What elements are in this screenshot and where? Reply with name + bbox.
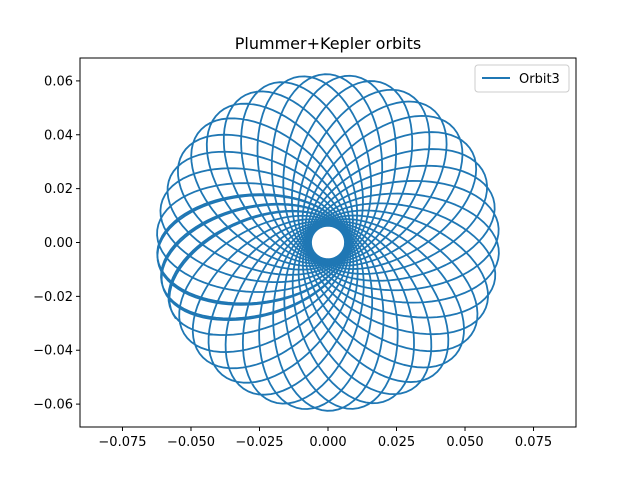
legend-label: Orbit3 bbox=[519, 72, 560, 87]
y-tick-label: 0.02 bbox=[44, 182, 73, 197]
y-tick-label: −0.02 bbox=[33, 290, 73, 305]
x-axis: −0.075 −0.050 −0.025 0.000 0.025 0.050 0.075 bbox=[98, 427, 552, 450]
y-tick-label: −0.06 bbox=[33, 398, 73, 413]
y-tick-label: −0.04 bbox=[33, 344, 73, 359]
chart-title: Plummer+Kepler orbits bbox=[235, 34, 421, 53]
x-tick-label: −0.050 bbox=[167, 435, 215, 450]
legend-box bbox=[474, 64, 570, 93]
orbit3-line bbox=[156, 73, 500, 412]
x-tick-label: 0.075 bbox=[515, 435, 552, 450]
x-tick-label: 0.000 bbox=[309, 435, 346, 450]
legend: Orbit3 bbox=[474, 64, 570, 93]
x-tick-label: 0.025 bbox=[378, 435, 415, 450]
y-axis: −0.06 −0.04 −0.02 0.00 0.02 0.04 0.06 bbox=[33, 74, 80, 413]
x-tick-label: −0.075 bbox=[98, 435, 146, 450]
x-tick-label: −0.025 bbox=[235, 435, 283, 450]
x-tick-label: 0.050 bbox=[446, 435, 483, 450]
plot-area bbox=[156, 73, 500, 412]
y-tick-label: 0.04 bbox=[44, 128, 73, 143]
y-tick-label: 0.06 bbox=[44, 74, 73, 89]
y-tick-label: 0.00 bbox=[44, 236, 73, 251]
